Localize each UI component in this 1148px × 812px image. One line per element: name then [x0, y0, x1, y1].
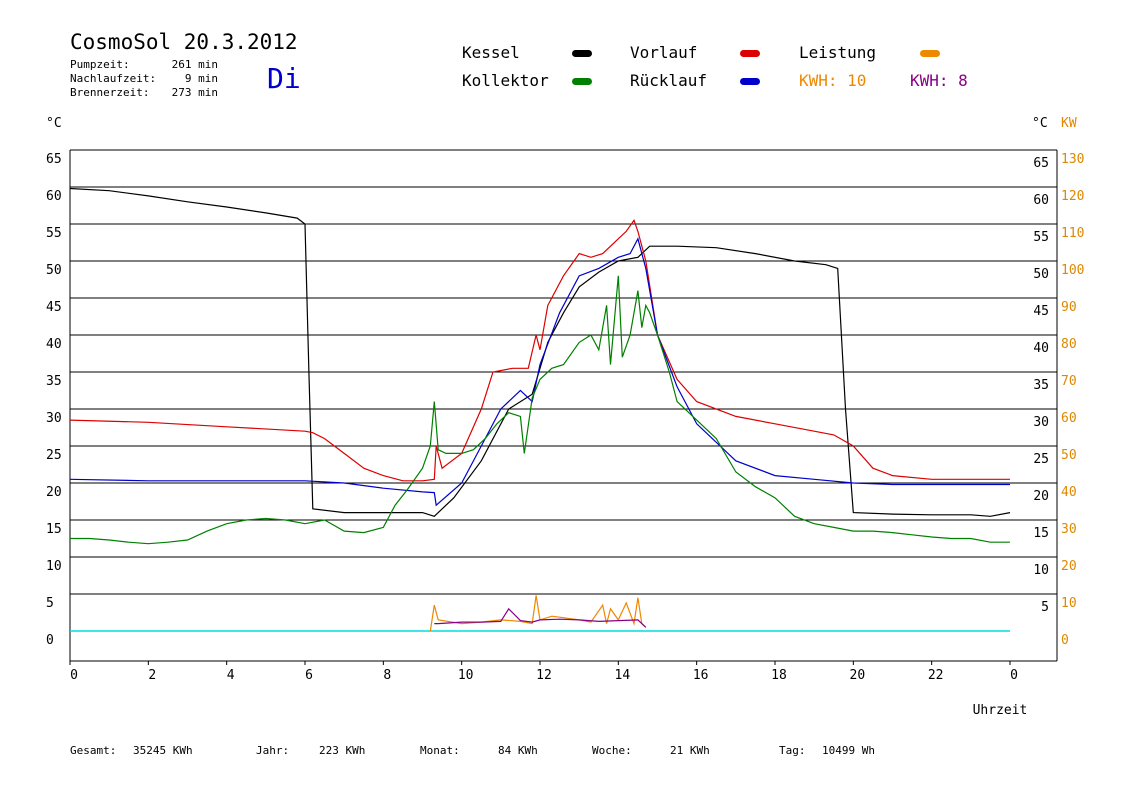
x-tick-label: 20 — [850, 668, 866, 683]
y-tick-left: 10 — [46, 559, 62, 574]
stat-pumpzeit: Pumpzeit: — [70, 58, 130, 71]
stat-nachlaufzeit: Nachlaufzeit: — [70, 72, 157, 85]
kwh-orange: KWH: 10 — [799, 71, 867, 90]
y-tick-left: 40 — [46, 337, 62, 352]
x-tick-label: 6 — [305, 668, 313, 683]
legend-kollektor: Kollektor — [462, 71, 549, 90]
x-tick-label: 2 — [148, 668, 156, 683]
legend-ruecklauf: Rücklauf — [630, 71, 708, 90]
series-ruecklauf — [69, 237, 1010, 507]
y-tick-right-power: 90 — [1061, 300, 1077, 315]
y-tick-right-power: 80 — [1061, 337, 1077, 352]
legend-vorlauf-swatch — [740, 50, 760, 57]
stat-brennerzeit: Brennerzeit: — [70, 86, 150, 99]
footer-monat-label: Monat: — [420, 744, 460, 757]
y-unit-right-power: KW — [1061, 116, 1077, 131]
y-tick-left: 0 — [46, 633, 54, 648]
y-tick-right-power: 60 — [1061, 411, 1077, 426]
y-tick-left: 55 — [46, 226, 62, 241]
y-tick-right-power: 30 — [1061, 522, 1077, 537]
legend-ruecklauf-swatch — [740, 78, 760, 85]
y-tick-left: 65 — [46, 152, 62, 167]
footer-jahr-label: Jahr: — [256, 744, 290, 757]
y-tick-right-temp: 55 — [1033, 230, 1049, 245]
y-tick-right-temp: 45 — [1033, 304, 1049, 319]
legend-leistung-swatch — [920, 50, 940, 57]
weekday-label: Di — [267, 62, 301, 95]
series-kwh-8 — [434, 607, 647, 628]
footer-gesamt-label: Gesamt: — [70, 744, 117, 757]
legend-kessel-swatch — [572, 50, 592, 57]
y-tick-right-power: 20 — [1061, 559, 1077, 574]
x-tick-label: 18 — [771, 668, 787, 683]
legend-kessel: Kessel — [462, 43, 520, 62]
y-tick-left: 35 — [46, 374, 62, 389]
y-tick-right-temp: 40 — [1033, 341, 1049, 356]
y-tick-right-power: 130 — [1061, 152, 1084, 167]
x-tick-label: 0 — [70, 668, 78, 683]
x-tick-label: 16 — [693, 668, 709, 683]
x-tick-label: 22 — [928, 668, 944, 683]
stat-label: Pumpzeit: — [70, 58, 130, 71]
y-tick-left: 5 — [46, 596, 54, 611]
y-tick-right-power: 100 — [1061, 263, 1084, 278]
kwh-purple: KWH: 8 — [910, 71, 968, 90]
y-tick-right-power: 40 — [1061, 485, 1077, 500]
x-tick-label: 14 — [615, 668, 631, 683]
chart-title: CosmoSol 20.3.2012 — [70, 30, 298, 54]
series-leistung — [429, 595, 647, 632]
y-tick-right-power: 70 — [1061, 374, 1077, 389]
series-kollektor — [70, 275, 1010, 545]
stat-nachlaufzeit-value: 9 min — [184, 72, 218, 85]
x-tick-label: 8 — [383, 668, 391, 683]
footer-woche-label: Woche: — [592, 744, 632, 757]
x-tick-label: 0 — [1010, 668, 1018, 683]
y-tick-right-temp: 25 — [1033, 452, 1049, 467]
series-vorlauf — [69, 219, 1010, 482]
legend-leistung: Leistung — [799, 43, 877, 62]
y-tick-right-temp: 30 — [1033, 415, 1049, 430]
y-tick-left: 50 — [46, 263, 62, 278]
y-tick-left: 15 — [46, 522, 62, 537]
footer-gesamt-value: 35245 KWh — [133, 744, 193, 757]
legend-vorlauf: Vorlauf — [630, 43, 698, 62]
y-tick-left: 25 — [46, 448, 62, 463]
stat-pumpzeit-value: 261 min — [171, 58, 218, 71]
footer-monat-value: 84 KWh — [498, 744, 538, 757]
y-tick-right-temp: 20 — [1033, 489, 1049, 504]
y-tick-right-power: 110 — [1061, 226, 1084, 241]
y-tick-left: 20 — [46, 485, 62, 500]
y-tick-right-temp: 60 — [1033, 193, 1049, 208]
y-tick-right-temp: 35 — [1033, 378, 1049, 393]
y-tick-left: 30 — [46, 411, 62, 426]
series-kessel — [69, 187, 1011, 517]
y-tick-right-temp: 50 — [1033, 267, 1049, 282]
y-tick-right-temp: 5 — [1041, 600, 1049, 615]
y-tick-right-temp: 10 — [1033, 563, 1049, 578]
footer-jahr-value: 223 KWh — [319, 744, 366, 757]
x-tick-label: 12 — [536, 668, 552, 683]
x-axis-label: Uhrzeit — [973, 703, 1028, 718]
y-unit-left: °C — [46, 116, 62, 131]
y-tick-right-temp: 15 — [1033, 526, 1049, 541]
x-tick-label: 10 — [458, 668, 474, 683]
y-tick-right-temp: 65 — [1033, 156, 1049, 171]
y-tick-right-power: 120 — [1061, 189, 1084, 204]
legend-kollektor-swatch — [572, 78, 592, 85]
footer-tag-value: 10499 Wh — [822, 744, 875, 757]
y-unit-right-temp: °C — [1032, 116, 1048, 131]
y-tick-left: 60 — [46, 189, 62, 204]
x-tick-label: 4 — [227, 668, 235, 683]
stat-brennerzeit-value: 273 min — [171, 86, 218, 99]
footer-woche-value: 21 KWh — [670, 744, 710, 757]
y-tick-right-power: 0 — [1061, 633, 1069, 648]
y-tick-left: 45 — [46, 300, 62, 315]
footer-tag-label: Tag: — [779, 744, 806, 757]
y-tick-right-power: 50 — [1061, 448, 1077, 463]
y-tick-right-power: 10 — [1061, 596, 1077, 611]
